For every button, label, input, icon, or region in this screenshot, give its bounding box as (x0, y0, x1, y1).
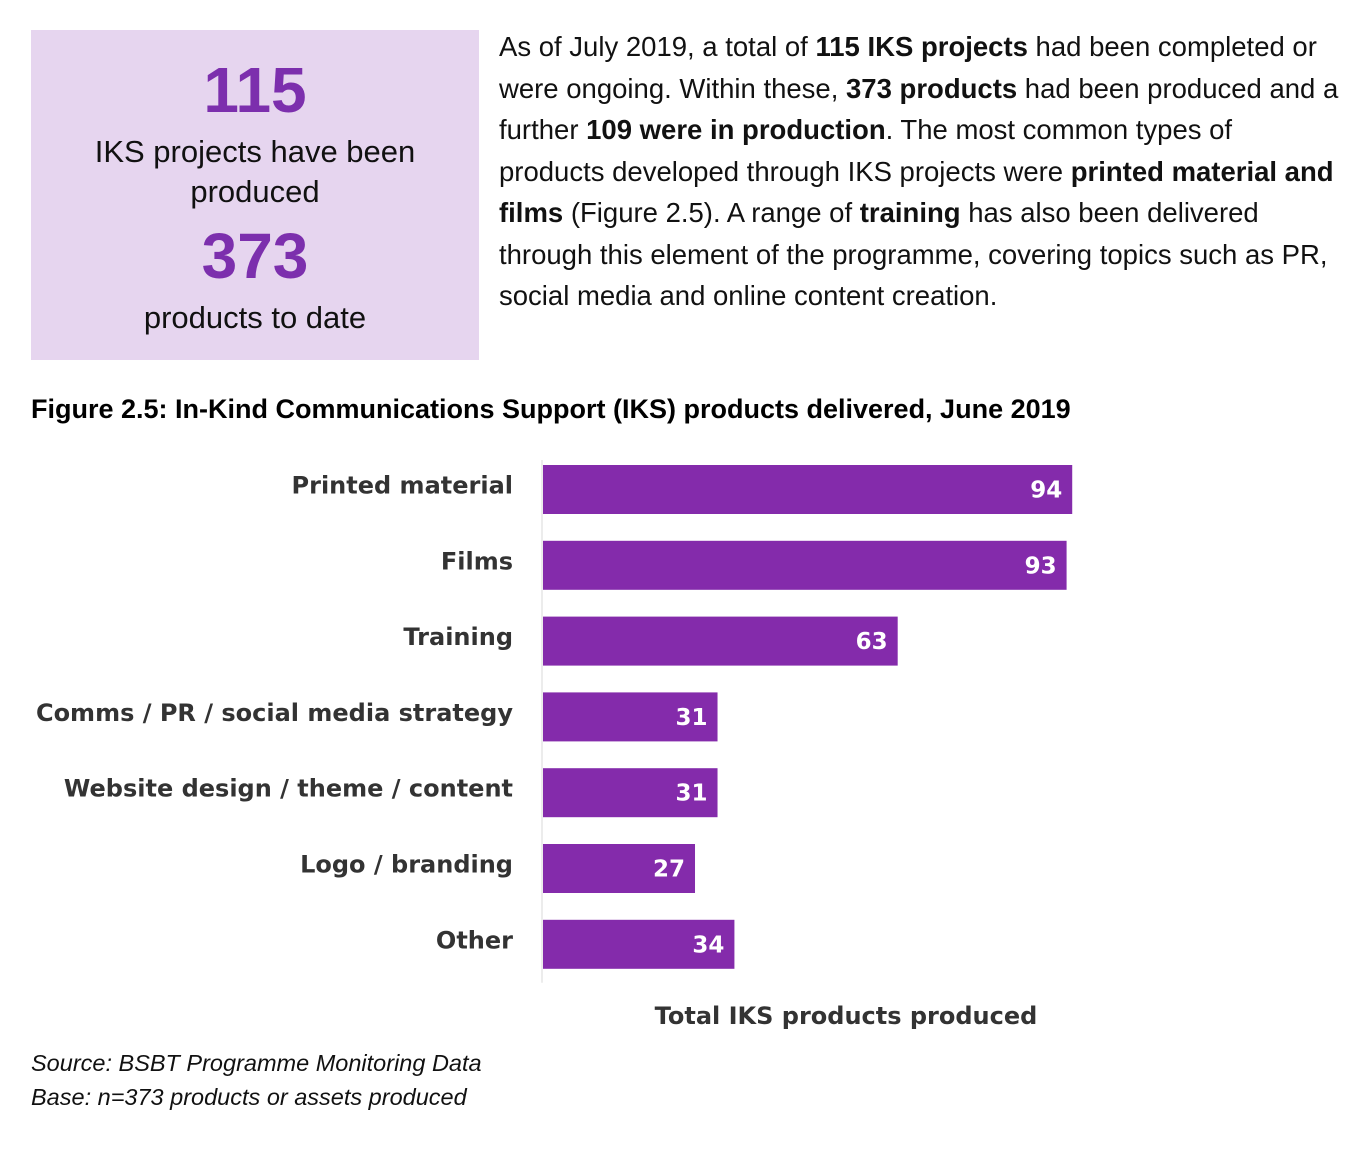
intro-paragraph: As of July 2019, a total of 115 IKS proj… (499, 31, 1339, 311)
bar-chart: 94 Printed material 93 Films 63 Training 31 Com… (36, 460, 1073, 1030)
bar (543, 768, 718, 818)
products-label: products to date (143, 300, 367, 335)
data-label: 63 (856, 629, 888, 655)
figure-notes: Source: BSBT Programme Monitoring Data B… (31, 1046, 482, 1114)
projects-label: IKS projects have been produced (94, 134, 416, 210)
bar (543, 919, 735, 969)
key-stats-box: 115 IKS projects have been produced 373 … (31, 30, 479, 360)
bar (543, 465, 1073, 514)
bar (543, 616, 898, 666)
bar (543, 692, 718, 742)
category-label: Training (403, 623, 513, 651)
data-label: 27 (653, 857, 685, 883)
bar (543, 844, 696, 893)
category-label: Logo / branding (300, 851, 513, 879)
category-label: Comms / PR / social media strategy (36, 699, 513, 727)
bar (543, 540, 1067, 590)
x-axis-title: Total IKS products produced (655, 1002, 1038, 1030)
source-note: Source: BSBT Programme Monitoring Data (31, 1050, 482, 1076)
category-label: Other (436, 926, 513, 954)
figure-title: Figure 2.5: In-Kind Communications Suppo… (31, 394, 1071, 424)
base-note: Base: n=373 products or assets produced (31, 1084, 467, 1110)
category-label: Printed material (292, 472, 513, 500)
data-label: 93 (1025, 553, 1057, 579)
data-label: 94 (1030, 478, 1062, 504)
products-count: 373 (201, 220, 309, 292)
projects-count: 115 (203, 54, 307, 126)
category-label: Films (441, 547, 513, 575)
data-label: 31 (676, 781, 708, 807)
data-label: 31 (676, 705, 708, 731)
category-label: Website design / theme / content (64, 775, 513, 803)
data-label: 34 (692, 932, 724, 958)
